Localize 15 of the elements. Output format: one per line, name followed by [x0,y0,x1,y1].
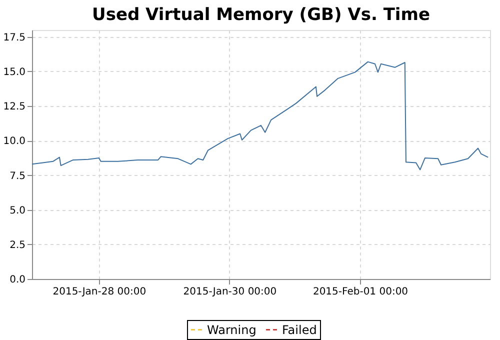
y-tick-label: 5.0 [10,205,26,216]
y-tick-label: 17.5 [3,32,26,44]
y-tick-label: 0.0 [10,274,26,286]
legend-label: Warning [207,322,256,337]
line-series [32,61,489,170]
y-tick-label: 7.5 [10,170,26,182]
x-tick-label: 2015-Jan-28 00:00 [52,286,146,298]
y-tick-label: 15.0 [3,67,26,78]
y-tick-label: 10.0 [3,136,26,148]
chart-title: Used Virtual Memory (GB) Vs. Time [92,5,430,25]
x-tick-label: 2015-Jan-30 00:00 [183,286,277,298]
y-tick-label: 2.5 [10,240,26,251]
legend-label: Failed [282,322,317,337]
y-tick-label: 12.5 [3,102,26,113]
x-tick-label: 2015-Feb-01 00:00 [312,286,408,298]
